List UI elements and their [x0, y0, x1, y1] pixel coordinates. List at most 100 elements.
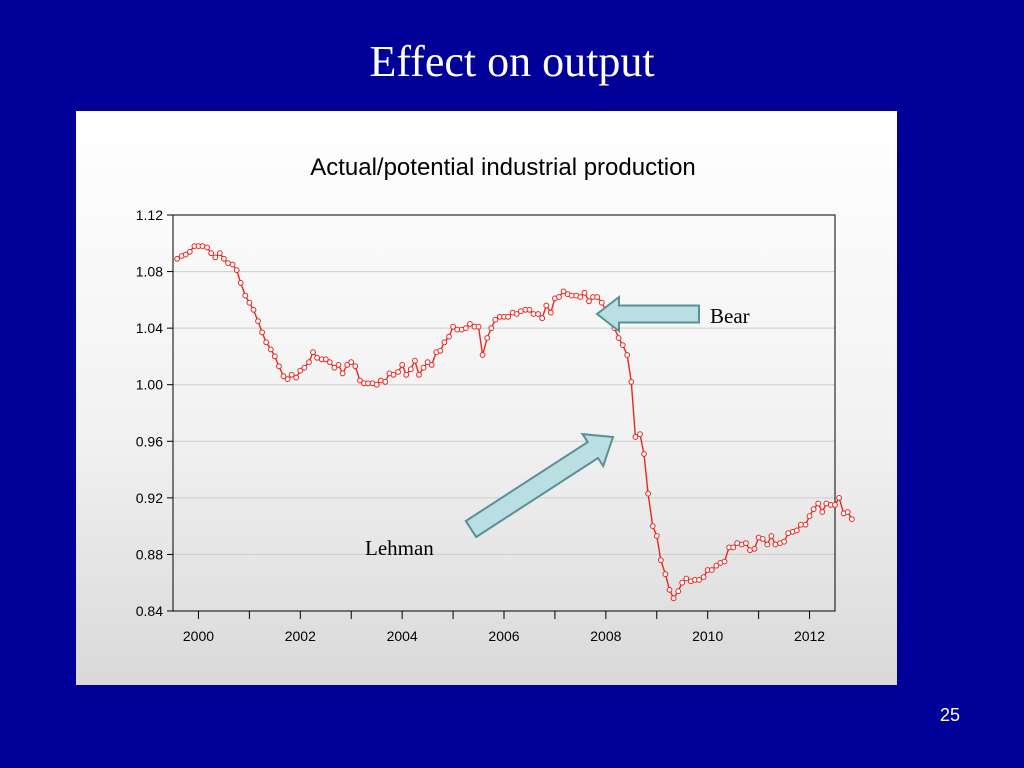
data-point: [428, 362, 435, 368]
data-point: [246, 299, 253, 306]
x-tick-label: 2004: [387, 628, 418, 644]
data-point: [488, 325, 495, 332]
data-point: [721, 558, 728, 565]
data-point: [662, 571, 669, 578]
data-point: [276, 363, 282, 370]
data-point: [229, 261, 236, 268]
data-point: [670, 595, 677, 602]
data-point: [586, 298, 592, 305]
data-point: [505, 313, 512, 320]
data-point: [526, 306, 533, 313]
data-point: [186, 248, 193, 255]
lehman-arrow: [464, 432, 615, 539]
data-point: [250, 306, 257, 313]
data-point: [759, 536, 766, 542]
data-point: [322, 356, 329, 363]
data-point: [357, 377, 363, 384]
data-point: [314, 354, 321, 361]
x-tick-label: 2012: [794, 628, 825, 644]
data-point: [772, 541, 779, 548]
chart-panel: Actual/potential industrial production 0…: [76, 111, 897, 685]
data-point: [598, 299, 605, 306]
series-layer: [174, 243, 855, 602]
data-point: [568, 292, 575, 299]
data-point: [632, 434, 639, 440]
data-point: [781, 538, 787, 545]
data-point: [513, 311, 520, 317]
data-point: [467, 321, 473, 327]
data-point: [708, 567, 715, 573]
data-point: [679, 579, 686, 586]
data-point: [743, 540, 749, 547]
data-point: [815, 500, 822, 507]
data-point: [446, 333, 452, 340]
data-point: [373, 381, 380, 388]
data-point: [335, 362, 342, 368]
data-point: [424, 359, 431, 366]
data-point: [479, 352, 486, 358]
data-point: [221, 255, 227, 262]
data-point: [259, 329, 266, 336]
data-point: [284, 376, 291, 383]
data-point: [326, 359, 333, 366]
data-point: [204, 244, 211, 251]
annotation-arrows: [464, 294, 700, 539]
data-point: [806, 513, 813, 520]
data-point: [237, 280, 244, 286]
data-point: [450, 323, 457, 330]
y-tick-label: 1.04: [136, 320, 163, 336]
data-point: [174, 255, 180, 262]
plot-frame: [172, 214, 836, 612]
data-point: [810, 506, 817, 513]
data-point: [216, 250, 223, 257]
data-point: [624, 352, 631, 358]
data-point: [399, 362, 406, 368]
data-point: [271, 353, 278, 360]
data-point: [306, 359, 312, 366]
data-point: [288, 371, 295, 378]
data-point: [212, 254, 219, 261]
data-point: [263, 339, 270, 346]
data-point: [666, 586, 673, 593]
data-point: [649, 523, 656, 530]
data-point: [819, 509, 826, 515]
data-point: [641, 451, 647, 457]
data-point: [267, 346, 274, 353]
line-chart: Actual/potential industrial production 0…: [136, 154, 855, 644]
data-point: [730, 544, 737, 551]
data-point: [696, 577, 702, 583]
data-point: [768, 533, 775, 539]
data-point: [836, 495, 842, 501]
y-tick-label: 0.88: [136, 546, 163, 562]
data-point: [412, 357, 418, 364]
annotation-lehman: Lehman: [365, 536, 434, 560]
data-point: [437, 347, 444, 354]
y-tick-label: 0.96: [136, 433, 163, 449]
x-tick-label: 2010: [692, 628, 723, 644]
data-point: [793, 527, 800, 534]
data-point: [539, 315, 546, 322]
data-point: [751, 545, 758, 552]
data-point: [844, 509, 851, 515]
data-point: [517, 308, 524, 315]
data-point: [577, 294, 584, 300]
data-point: [348, 359, 355, 366]
data-point: [339, 370, 346, 377]
data-point: [310, 349, 316, 356]
data-point: [407, 366, 414, 373]
x-tick-label: 2000: [183, 628, 214, 644]
data-point: [403, 371, 410, 378]
y-axis: 0.84 0.88 0.92 0.96 1.00 1.04 1.08 1.12: [136, 207, 173, 619]
y-tick-label: 0.92: [136, 490, 163, 506]
data-point: [734, 540, 741, 547]
data-point: [823, 500, 830, 507]
y-tick-label: 0.84: [136, 603, 163, 619]
x-tick-label: 2002: [285, 628, 316, 644]
data-point: [420, 364, 427, 371]
data-point: [208, 250, 215, 257]
data-point: [297, 367, 304, 374]
chart-title: Actual/potential industrial production: [310, 154, 696, 181]
data-point: [560, 288, 567, 295]
data-point: [475, 323, 482, 330]
data-point: [637, 431, 643, 438]
